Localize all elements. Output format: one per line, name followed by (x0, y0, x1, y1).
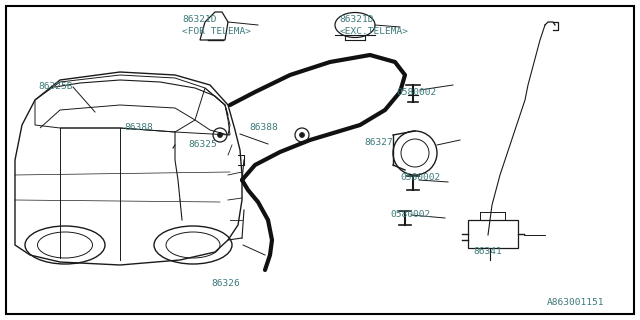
Text: 86388: 86388 (250, 124, 278, 132)
Text: 86388: 86388 (125, 124, 154, 132)
Text: 0580002: 0580002 (400, 173, 440, 182)
Circle shape (218, 132, 223, 138)
Text: <EXC.TELEMA>: <EXC.TELEMA> (339, 28, 408, 36)
Text: 86341: 86341 (474, 247, 502, 256)
Text: 0580002: 0580002 (397, 88, 437, 97)
Text: 86321D: 86321D (339, 15, 374, 24)
Text: 86327: 86327 (365, 138, 394, 147)
Text: 86325B: 86325B (38, 82, 73, 91)
Text: 86321D: 86321D (182, 15, 217, 24)
Text: 86325: 86325 (189, 140, 218, 149)
Bar (468, 220, 518, 248)
Text: 0580002: 0580002 (390, 210, 431, 219)
Text: <FOR TELEMA>: <FOR TELEMA> (182, 28, 252, 36)
Text: 86326: 86326 (211, 279, 240, 288)
Text: A863001151: A863001151 (547, 298, 605, 307)
Circle shape (300, 132, 305, 138)
